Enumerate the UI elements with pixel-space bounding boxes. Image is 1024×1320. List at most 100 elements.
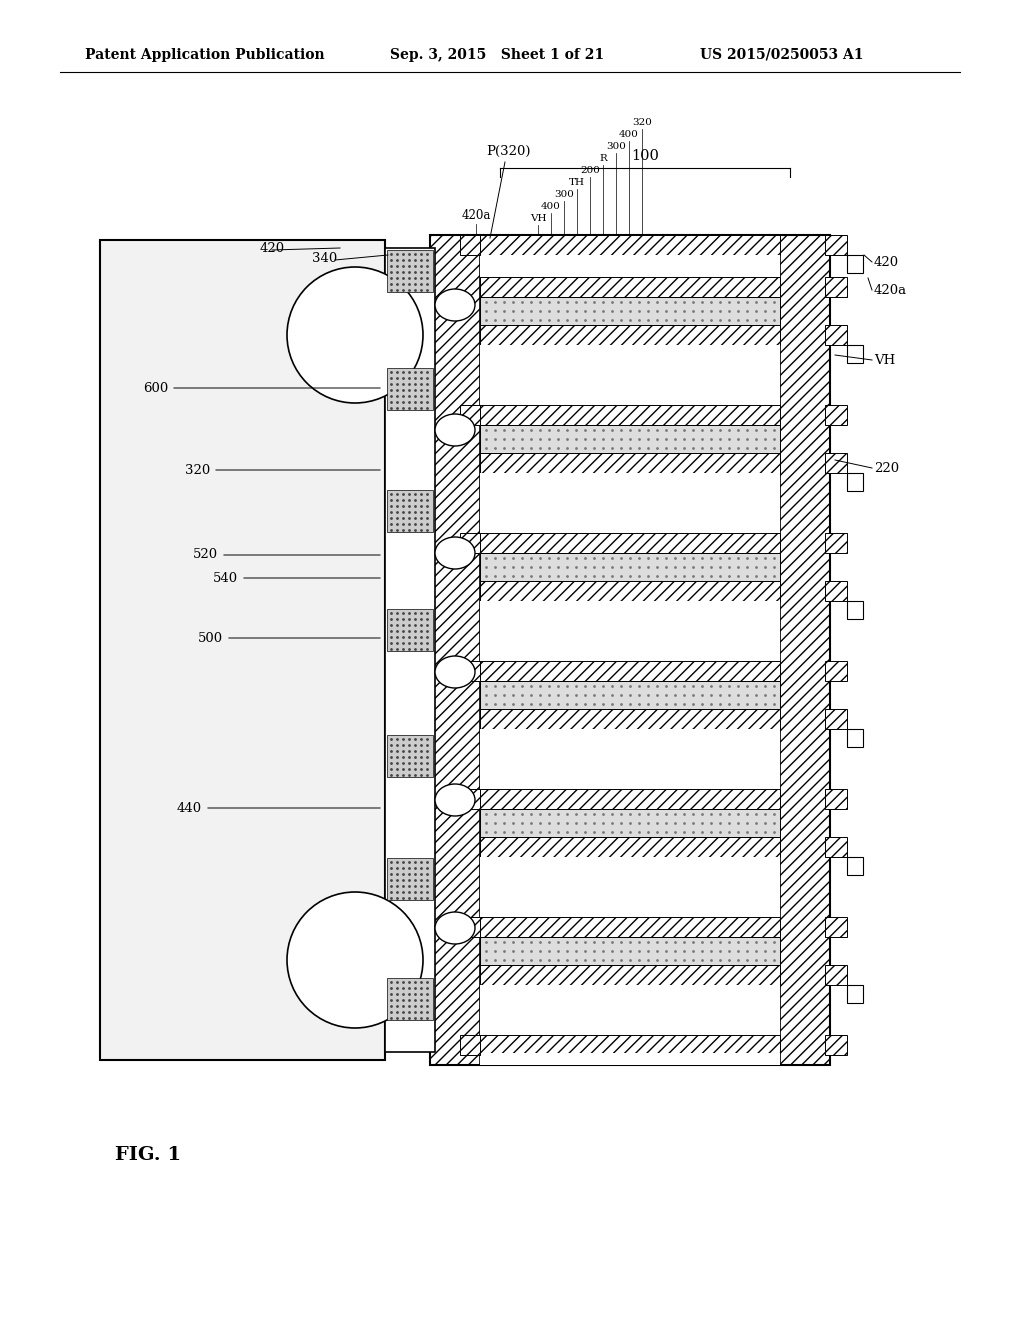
Bar bbox=[430, 235, 480, 1065]
Bar bbox=[480, 533, 780, 553]
Bar bbox=[460, 1035, 480, 1055]
Bar bbox=[825, 405, 847, 425]
Text: 400: 400 bbox=[620, 129, 639, 139]
Text: 300: 300 bbox=[554, 190, 573, 199]
Text: 320: 320 bbox=[184, 463, 210, 477]
Bar bbox=[460, 235, 480, 255]
Bar bbox=[480, 681, 780, 709]
Bar bbox=[480, 857, 780, 917]
Text: 200: 200 bbox=[580, 166, 600, 176]
Text: Patent Application Publication: Patent Application Publication bbox=[85, 48, 325, 62]
Bar bbox=[480, 937, 780, 965]
Bar bbox=[387, 735, 433, 777]
Bar bbox=[825, 533, 847, 553]
Bar bbox=[480, 965, 780, 985]
Bar bbox=[825, 277, 847, 297]
Bar bbox=[847, 729, 863, 747]
Text: R: R bbox=[599, 154, 607, 162]
Bar bbox=[480, 325, 780, 345]
Bar bbox=[847, 345, 863, 363]
Text: 440: 440 bbox=[177, 801, 202, 814]
Bar bbox=[780, 235, 830, 1065]
Bar bbox=[387, 609, 433, 651]
Bar bbox=[387, 249, 433, 292]
Bar bbox=[825, 789, 847, 809]
Bar bbox=[480, 405, 780, 425]
Text: 100: 100 bbox=[631, 149, 658, 162]
Text: 340: 340 bbox=[312, 252, 338, 264]
Bar bbox=[825, 453, 847, 473]
Text: 320: 320 bbox=[632, 117, 652, 127]
Text: 420: 420 bbox=[259, 242, 285, 255]
Bar bbox=[480, 553, 780, 581]
Bar bbox=[480, 1053, 780, 1065]
Text: TH: TH bbox=[569, 178, 585, 187]
Bar bbox=[480, 917, 780, 937]
Bar bbox=[480, 709, 780, 729]
Text: VH: VH bbox=[874, 354, 895, 367]
Text: 300: 300 bbox=[606, 143, 626, 150]
Bar bbox=[385, 248, 435, 1052]
Text: US 2015/0250053 A1: US 2015/0250053 A1 bbox=[700, 48, 863, 62]
Bar bbox=[825, 1035, 847, 1055]
Ellipse shape bbox=[435, 537, 475, 569]
Bar bbox=[460, 789, 480, 809]
Bar bbox=[825, 325, 847, 345]
Bar bbox=[847, 601, 863, 619]
Bar bbox=[825, 661, 847, 681]
Text: 420a: 420a bbox=[874, 284, 907, 297]
Bar bbox=[480, 837, 780, 857]
Text: 400: 400 bbox=[541, 202, 561, 211]
Bar bbox=[480, 601, 780, 661]
Bar bbox=[387, 368, 433, 411]
Bar bbox=[480, 473, 780, 533]
Ellipse shape bbox=[435, 289, 475, 321]
Text: VH: VH bbox=[529, 214, 546, 223]
Bar bbox=[825, 581, 847, 601]
Ellipse shape bbox=[435, 912, 475, 944]
Bar bbox=[480, 729, 780, 789]
Text: 420a: 420a bbox=[462, 209, 490, 222]
Bar bbox=[480, 985, 780, 1035]
Bar bbox=[480, 345, 780, 405]
Bar bbox=[480, 789, 780, 809]
Bar bbox=[460, 661, 480, 681]
Bar bbox=[480, 581, 780, 601]
Ellipse shape bbox=[435, 656, 475, 688]
Bar bbox=[825, 917, 847, 937]
Text: 600: 600 bbox=[142, 381, 168, 395]
Ellipse shape bbox=[435, 784, 475, 816]
Text: 420: 420 bbox=[874, 256, 899, 268]
Bar bbox=[460, 405, 480, 425]
Bar bbox=[847, 255, 863, 273]
Bar bbox=[387, 978, 433, 1020]
Bar bbox=[847, 985, 863, 1003]
Circle shape bbox=[287, 267, 423, 403]
Bar bbox=[480, 425, 780, 453]
Bar bbox=[480, 1035, 780, 1053]
Bar bbox=[100, 240, 385, 1060]
Bar bbox=[480, 297, 780, 325]
Text: P(320): P(320) bbox=[485, 145, 530, 158]
Bar bbox=[480, 661, 780, 681]
Text: 520: 520 bbox=[193, 549, 218, 561]
Bar bbox=[480, 453, 780, 473]
Bar bbox=[480, 255, 780, 277]
Bar bbox=[825, 709, 847, 729]
Bar bbox=[387, 490, 433, 532]
Bar bbox=[480, 809, 780, 837]
Text: 500: 500 bbox=[198, 631, 223, 644]
Bar bbox=[825, 965, 847, 985]
Bar bbox=[480, 235, 780, 255]
Bar bbox=[387, 858, 433, 900]
Bar bbox=[460, 917, 480, 937]
Bar bbox=[825, 235, 847, 255]
Text: 540: 540 bbox=[213, 572, 238, 585]
Circle shape bbox=[287, 892, 423, 1028]
Bar bbox=[825, 837, 847, 857]
Ellipse shape bbox=[435, 414, 475, 446]
Text: FIG. 1: FIG. 1 bbox=[115, 1146, 181, 1164]
Text: 220: 220 bbox=[874, 462, 899, 474]
Text: Sep. 3, 2015   Sheet 1 of 21: Sep. 3, 2015 Sheet 1 of 21 bbox=[390, 48, 604, 62]
Bar bbox=[460, 533, 480, 553]
